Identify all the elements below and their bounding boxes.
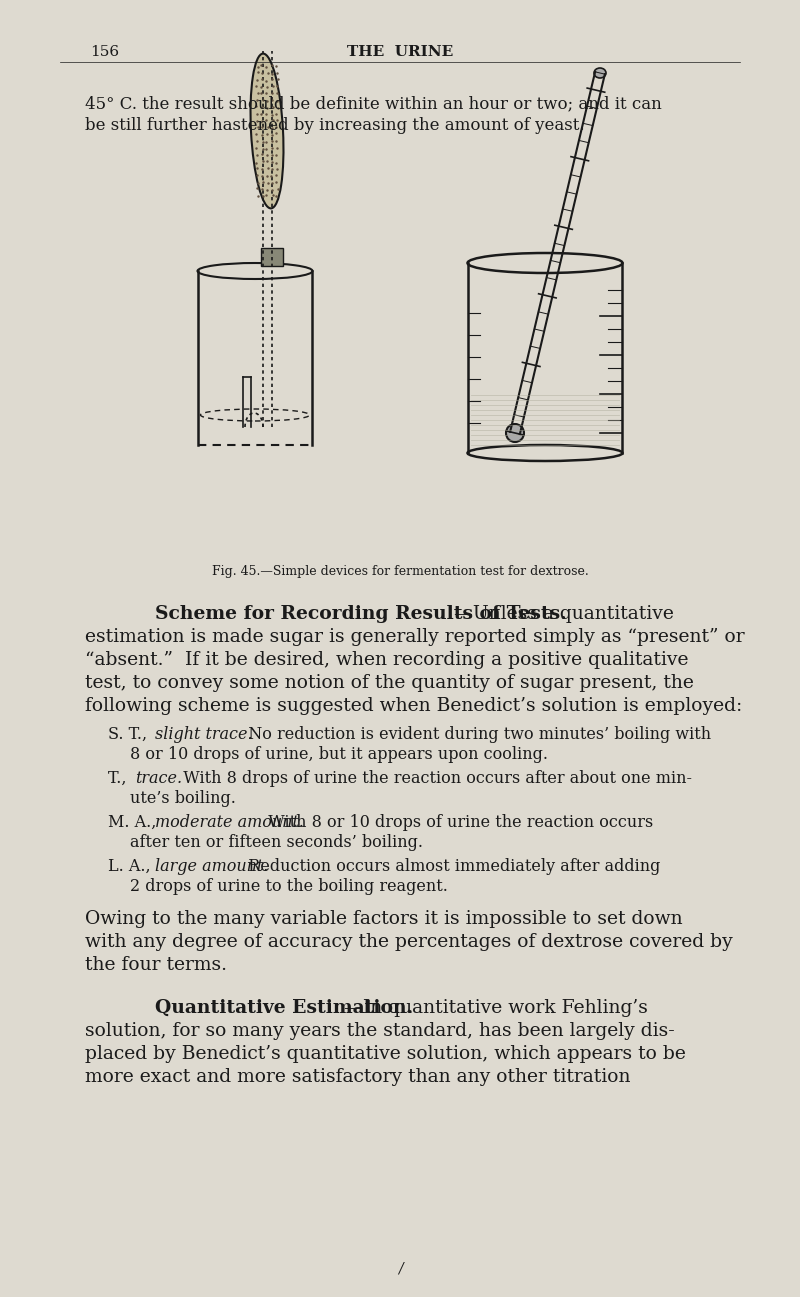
Text: more exact and more satisfactory than any other titration: more exact and more satisfactory than an… [85,1067,630,1086]
Text: 45° C. the result should be definite within an hour or two; and it can: 45° C. the result should be definite wit… [85,95,662,112]
Text: be still further hastened by increasing the amount of yeast.: be still further hastened by increasing … [85,117,585,134]
Text: No reduction is evident during two minutes’ boiling with: No reduction is evident during two minut… [238,726,711,743]
Text: slight trace.: slight trace. [154,726,252,743]
Text: L. A.,: L. A., [108,859,156,875]
Text: With 8 drops of urine the reaction occurs after about one min-: With 8 drops of urine the reaction occur… [174,770,692,787]
Text: “absent.”  If it be desired, when recording a positive qualitative: “absent.” If it be desired, when recordi… [85,651,689,669]
Text: large amount.: large amount. [154,859,268,875]
Text: —In quantitative work Fehling’s: —In quantitative work Fehling’s [343,999,647,1017]
Text: after ten or fifteen seconds’ boiling.: after ten or fifteen seconds’ boiling. [130,834,423,851]
Text: Scheme for Recording Results of Tests.: Scheme for Recording Results of Tests. [155,604,566,623]
Ellipse shape [250,53,283,209]
Text: S. T.,: S. T., [108,726,152,743]
Text: trace.: trace. [134,770,182,787]
Text: test, to convey some notion of the quantity of sugar present, the: test, to convey some notion of the quant… [85,674,694,693]
Text: ute’s boiling.: ute’s boiling. [130,790,236,807]
Text: Fig. 45.—Simple devices for fermentation test for dextrose.: Fig. 45.—Simple devices for fermentation… [212,565,588,578]
Text: M. A.,: M. A., [108,815,162,831]
Text: /: / [398,1261,402,1275]
Text: THE  URINE: THE URINE [347,45,453,58]
Text: Owing to the many variable factors it is impossible to set down: Owing to the many variable factors it is… [85,910,682,927]
Text: with any degree of accuracy the percentages of dextrose covered by: with any degree of accuracy the percenta… [85,933,733,951]
Text: 156: 156 [90,45,119,58]
Text: 2 drops of urine to the boiling reagent.: 2 drops of urine to the boiling reagent. [130,878,448,895]
Text: the four terms.: the four terms. [85,956,227,974]
Text: following scheme is suggested when Benedict’s solution is employed:: following scheme is suggested when Bened… [85,696,742,715]
Text: moderate amount.: moderate amount. [154,815,303,831]
Bar [261,248,283,266]
Text: Reduction occurs almost immediately after adding: Reduction occurs almost immediately afte… [238,859,661,875]
Text: 8 or 10 drops of urine, but it appears upon cooling.: 8 or 10 drops of urine, but it appears u… [130,746,548,763]
Text: T.,: T., [108,770,132,787]
Text: solution, for so many years the standard, has been largely dis-: solution, for so many years the standard… [85,1022,674,1040]
Text: Quantitative Estimation.: Quantitative Estimation. [155,999,413,1017]
Text: estimation is made sugar is generally reported simply as “present” or: estimation is made sugar is generally re… [85,628,745,646]
Text: —Unless a quantitative: —Unless a quantitative [454,604,674,623]
Text: With 8 or 10 drops of urine the reaction occurs: With 8 or 10 drops of urine the reaction… [258,815,653,831]
Text: placed by Benedict’s quantitative solution, which appears to be: placed by Benedict’s quantitative soluti… [85,1045,686,1064]
Ellipse shape [506,424,524,442]
Ellipse shape [594,67,606,78]
